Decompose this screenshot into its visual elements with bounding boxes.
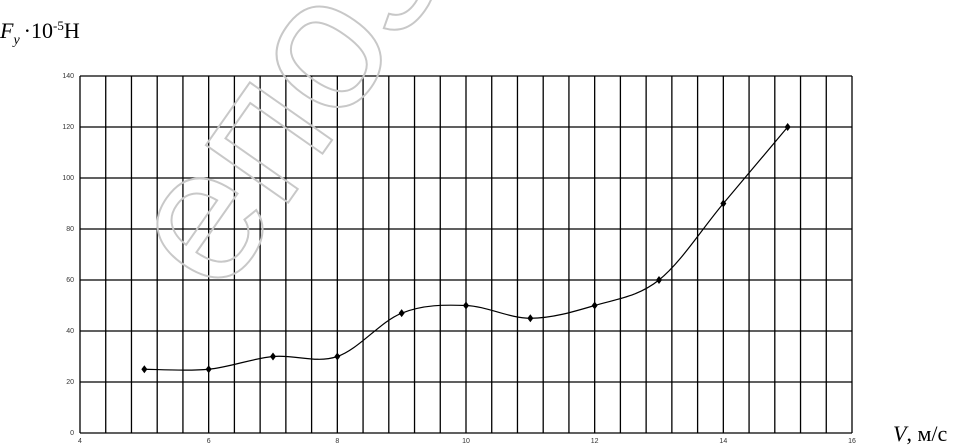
marker (784, 123, 791, 131)
line (144, 126, 789, 371)
y-tick-label: 60 (66, 277, 74, 284)
y-label-factor: ·10 (24, 18, 53, 43)
marker (205, 365, 212, 374)
y-label-unit: H (64, 18, 80, 43)
marker (463, 301, 469, 310)
y-tick-label: 0 (70, 430, 74, 437)
x-tick-label: 16 (848, 438, 856, 445)
y-tick-label: 80 (66, 226, 74, 233)
marker (334, 352, 341, 361)
marker (398, 309, 405, 318)
marker (591, 301, 598, 310)
marker (270, 352, 276, 361)
x-tick-label: 12 (591, 438, 599, 445)
y-label-subscript: y (11, 33, 20, 48)
y-label-exponent: -5 (53, 18, 64, 33)
x-tick-label: 6 (207, 438, 211, 445)
y-tick-label: 120 (62, 124, 74, 131)
marker (141, 365, 148, 374)
y-tick-label: 140 (62, 73, 74, 80)
x-label-symbol: V (893, 421, 909, 446)
x-tick-label: 8 (335, 438, 339, 445)
y-axis-label: Fy ·10-5H (0, 18, 80, 48)
x-tick-label: 4 (78, 438, 82, 445)
marker (656, 276, 662, 284)
x-label-unit: , м/с (906, 421, 947, 446)
y-label-symbol: F (0, 18, 14, 43)
y-tick-label: 40 (66, 328, 74, 335)
marker (527, 314, 534, 323)
x-tick-label: 14 (719, 438, 727, 445)
x-axis-label: V, м/с (893, 421, 947, 446)
y-tick-label: 100 (62, 175, 74, 182)
y-tick-label: 20 (66, 379, 74, 386)
marker (720, 199, 727, 208)
x-tick-label: 10 (462, 438, 470, 445)
